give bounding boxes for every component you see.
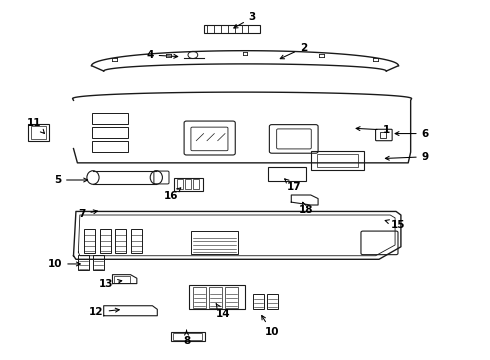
Text: 17: 17: [285, 179, 301, 192]
Text: 11: 11: [27, 118, 45, 134]
Text: 2: 2: [280, 43, 307, 59]
Text: 16: 16: [164, 188, 181, 201]
Text: 5: 5: [54, 175, 88, 185]
Text: 1: 1: [356, 125, 390, 135]
Text: 3: 3: [234, 13, 256, 28]
Text: 15: 15: [385, 220, 406, 230]
Text: 9: 9: [385, 152, 429, 162]
Text: 10: 10: [262, 315, 279, 337]
Text: 12: 12: [89, 307, 119, 317]
Text: 18: 18: [298, 202, 313, 215]
Text: 7: 7: [78, 209, 98, 219]
Text: 13: 13: [99, 279, 122, 289]
Text: 10: 10: [48, 259, 80, 269]
Text: 4: 4: [147, 50, 178, 60]
Text: 14: 14: [216, 304, 230, 319]
Text: 8: 8: [183, 330, 190, 346]
Text: 6: 6: [395, 129, 429, 139]
